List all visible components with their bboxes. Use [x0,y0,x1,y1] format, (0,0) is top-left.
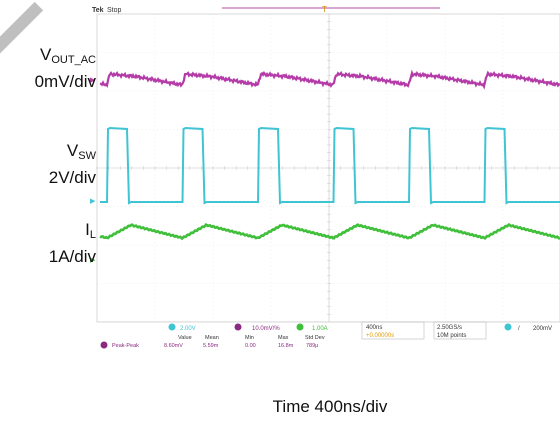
ch2-badge [168,323,176,331]
label-vout-main: V [40,45,52,64]
trigger-slope-icon: / [518,326,520,332]
trigger-level: 200mV [533,326,552,332]
stats-header-stddev: Std Dev [305,335,325,341]
timebase-box [361,321,425,340]
delay-value: +0.00000s [366,333,394,339]
math-badge [234,323,242,331]
stats-math-badge [100,341,108,349]
label-vsw-scale: 2V/div [48,168,96,187]
label-vout-scale: 0mV/div [34,72,96,91]
ch4-badge [296,323,304,331]
label-vsw: VSW 2V/div [49,140,96,189]
ch-marker-vout: ▶ [90,77,96,84]
ch2-scale: 2.00V [180,326,196,332]
vout-ac-waveform [99,69,560,90]
acquisition-box [433,321,487,340]
label-vsw-sub: SW [78,150,96,162]
stats-min: 0.00 [245,343,256,349]
label-vsw-main: V [66,141,79,160]
label-il-scale: 1A/div [48,247,96,266]
math-scale: 10.0mV/% [252,326,280,332]
stats-header-mean: Mean [205,335,219,341]
trigger-position-marker: T [322,5,327,14]
ch-marker-il: ▶ [90,257,96,264]
label-vout-sub: OUT_AC [51,54,96,66]
time-axis-label: Time 400ns/div [272,397,388,416]
sample-rate: 2.50GS/s [437,325,462,331]
timebase-value: 400ns [366,325,382,331]
stats-stddev: 789µ [306,343,319,349]
stats-max: 16.8m [278,343,294,349]
label-il: IL 1A/div [49,219,96,268]
il-waveform [99,222,560,241]
label-il-sub: L [89,229,96,241]
label-il-main: I [85,220,90,239]
scope-brand: Tek [92,7,104,14]
readout-panel [97,322,560,354]
record-length: 10M points [437,333,466,339]
vsw-waveform [100,126,560,205]
stats-header-max: Max [278,335,289,341]
graticule [96,13,560,323]
ch4-scale: 1.00A [312,326,328,332]
label-vout-ac: VOUT_AC 0mV/div [35,44,96,93]
stats-value: 8.60mV [164,343,183,349]
stats-header-min: Min [245,335,254,341]
trigger-source-badge [504,323,512,331]
stats-header-value: Value [178,335,192,341]
stats-mean: 5.59m [203,343,219,349]
stats-row-label: Peak-Peak [112,343,139,349]
ch-marker-vsw: ▶ [90,198,96,205]
scope-status: Stop [107,7,122,14]
